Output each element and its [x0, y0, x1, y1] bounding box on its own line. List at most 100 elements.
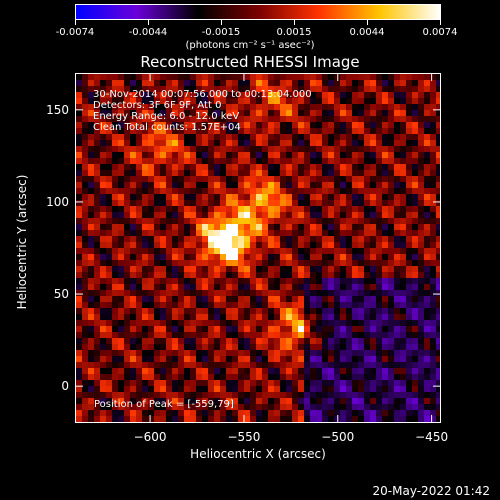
heatmap-cell — [202, 278, 209, 285]
heatmap-cell — [148, 302, 155, 309]
heatmap-cell — [322, 224, 329, 231]
heatmap-cell — [82, 308, 89, 315]
heatmap-cell — [202, 164, 209, 171]
heatmap-cell — [166, 284, 173, 291]
heatmap-cell — [232, 128, 239, 135]
heatmap-cell — [322, 104, 329, 111]
heatmap-cell — [298, 110, 305, 117]
heatmap-cell — [232, 170, 239, 177]
heatmap-cell — [94, 374, 101, 381]
heatmap-cell — [178, 416, 185, 422]
heatmap-cell — [412, 164, 419, 171]
heatmap-cell — [178, 260, 185, 267]
heatmap-cell — [148, 134, 155, 141]
heatmap-cell — [262, 116, 269, 123]
heatmap-cell — [184, 128, 191, 135]
heatmap-cell — [88, 260, 95, 267]
heatmap-cell — [340, 260, 347, 267]
heatmap-cell — [238, 170, 245, 177]
heatmap-cell — [100, 236, 107, 243]
heatmap-cell — [268, 164, 275, 171]
heatmap-cell — [406, 416, 413, 422]
heatmap-cell — [358, 128, 365, 135]
heatmap-cell — [364, 290, 371, 297]
heatmap-cell — [262, 182, 269, 189]
heatmap-cell — [142, 158, 149, 165]
heatmap-cell — [220, 182, 227, 189]
heatmap-cell — [202, 224, 209, 231]
heatmap-cell — [172, 302, 179, 309]
y-axis-label: Heliocentric Y (arcsec) — [15, 174, 29, 310]
heatmap-cell — [388, 416, 395, 422]
heatmap-cell — [190, 272, 197, 279]
heatmap-cell — [250, 374, 257, 381]
heatmap-cell — [292, 140, 299, 147]
heatmap-cell — [202, 146, 209, 153]
heatmap-cell — [304, 362, 311, 369]
heatmap-cell — [436, 320, 440, 327]
heatmap-cell — [196, 86, 203, 93]
heatmap-cell — [286, 176, 293, 183]
heatmap-cell — [346, 416, 353, 422]
heatmap-cell — [304, 320, 311, 327]
heatmap-cell — [388, 86, 395, 93]
heatmap-cell — [106, 386, 113, 393]
heatmap-cell — [328, 302, 335, 309]
heatmap-cell — [268, 122, 275, 129]
heatmap-cell — [298, 314, 305, 321]
heatmap-cell — [340, 140, 347, 147]
heatmap-cell — [82, 128, 89, 135]
heatmap-cell — [352, 218, 359, 225]
heatmap-cell — [178, 368, 185, 375]
heatmap-cell — [304, 86, 311, 93]
heatmap-cell — [214, 242, 221, 249]
heatmap-cell — [418, 176, 425, 183]
heatmap-cell — [364, 296, 371, 303]
heatmap-cell — [370, 242, 377, 249]
heatmap-cell — [436, 218, 440, 225]
heatmap-cell — [226, 200, 233, 207]
heatmap-cell — [376, 80, 383, 87]
heatmap-cell — [232, 236, 239, 243]
heatmap-cell — [406, 320, 413, 327]
heatmap-cell — [238, 314, 245, 321]
heatmap-cell — [292, 176, 299, 183]
heatmap-cell — [412, 338, 419, 345]
heatmap-cell — [316, 344, 323, 351]
heatmap-cell — [178, 230, 185, 237]
heatmap-cell — [286, 182, 293, 189]
heatmap-cell — [148, 170, 155, 177]
heatmap-cell — [166, 260, 173, 267]
heatmap-cell — [88, 206, 95, 213]
heatmap-cell — [106, 308, 113, 315]
heatmap-cell — [346, 98, 353, 105]
heatmap-cell — [136, 164, 143, 171]
heatmap-cell — [250, 176, 257, 183]
heatmap-cell — [352, 272, 359, 279]
heatmap-cell — [286, 116, 293, 123]
heatmap-cell — [160, 374, 167, 381]
heatmap-cell — [352, 158, 359, 165]
heatmap-cell — [334, 86, 341, 93]
heatmap-cell — [346, 308, 353, 315]
heatmap-cell — [202, 290, 209, 297]
heatmap-cell — [100, 224, 107, 231]
heatmap-cell — [220, 236, 227, 243]
heatmap-cell — [340, 74, 347, 81]
heatmap-cell — [358, 242, 365, 249]
heatmap-cell — [268, 272, 275, 279]
heatmap-cell — [376, 320, 383, 327]
heatmap-cell — [400, 308, 407, 315]
heatmap-cell — [100, 176, 107, 183]
heatmap-cell — [88, 140, 95, 147]
heatmap-cell — [334, 248, 341, 255]
heatmap-cell — [244, 344, 251, 351]
heatmap-cell — [346, 170, 353, 177]
heatmap-cell — [424, 218, 431, 225]
heatmap-cell — [370, 302, 377, 309]
heatmap-cell — [364, 320, 371, 327]
heatmap-cell — [346, 386, 353, 393]
heatmap-cell — [148, 344, 155, 351]
heatmap-cell — [244, 260, 251, 267]
heatmap-cell — [226, 236, 233, 243]
